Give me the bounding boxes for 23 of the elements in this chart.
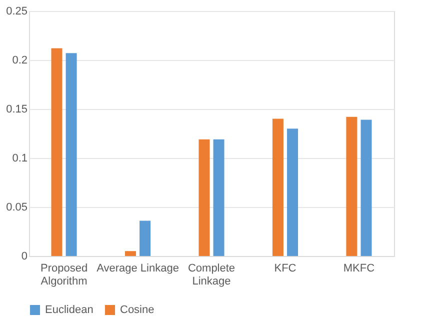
bar — [287, 128, 298, 256]
bar — [360, 120, 372, 256]
x-tick-label: KFC — [274, 262, 296, 274]
bar — [272, 118, 284, 256]
y-tick-label: 0.15 — [6, 104, 28, 116]
x-tick-label: Average Linkage — [96, 262, 179, 274]
y-tick-label: 0.1 — [12, 152, 28, 164]
y-tick-label: 0.25 — [6, 6, 28, 18]
y-tick-label: 0 — [21, 250, 28, 262]
bar — [213, 139, 224, 256]
y-tick-label: 0.2 — [12, 54, 28, 66]
x-tick-label: Complete Linkage — [188, 262, 236, 288]
bar — [140, 220, 151, 256]
legend-label: Euclidean — [45, 304, 94, 316]
bar — [124, 251, 136, 256]
x-tick-label: Proposed Algorithm — [40, 262, 88, 288]
x-tick-label: MKFC — [343, 262, 375, 274]
y-tick-label: 0.05 — [6, 202, 28, 214]
bar — [198, 139, 210, 256]
bar — [346, 116, 358, 256]
bar — [66, 53, 77, 256]
legend-label: Cosine — [120, 304, 154, 316]
bar — [51, 48, 62, 256]
